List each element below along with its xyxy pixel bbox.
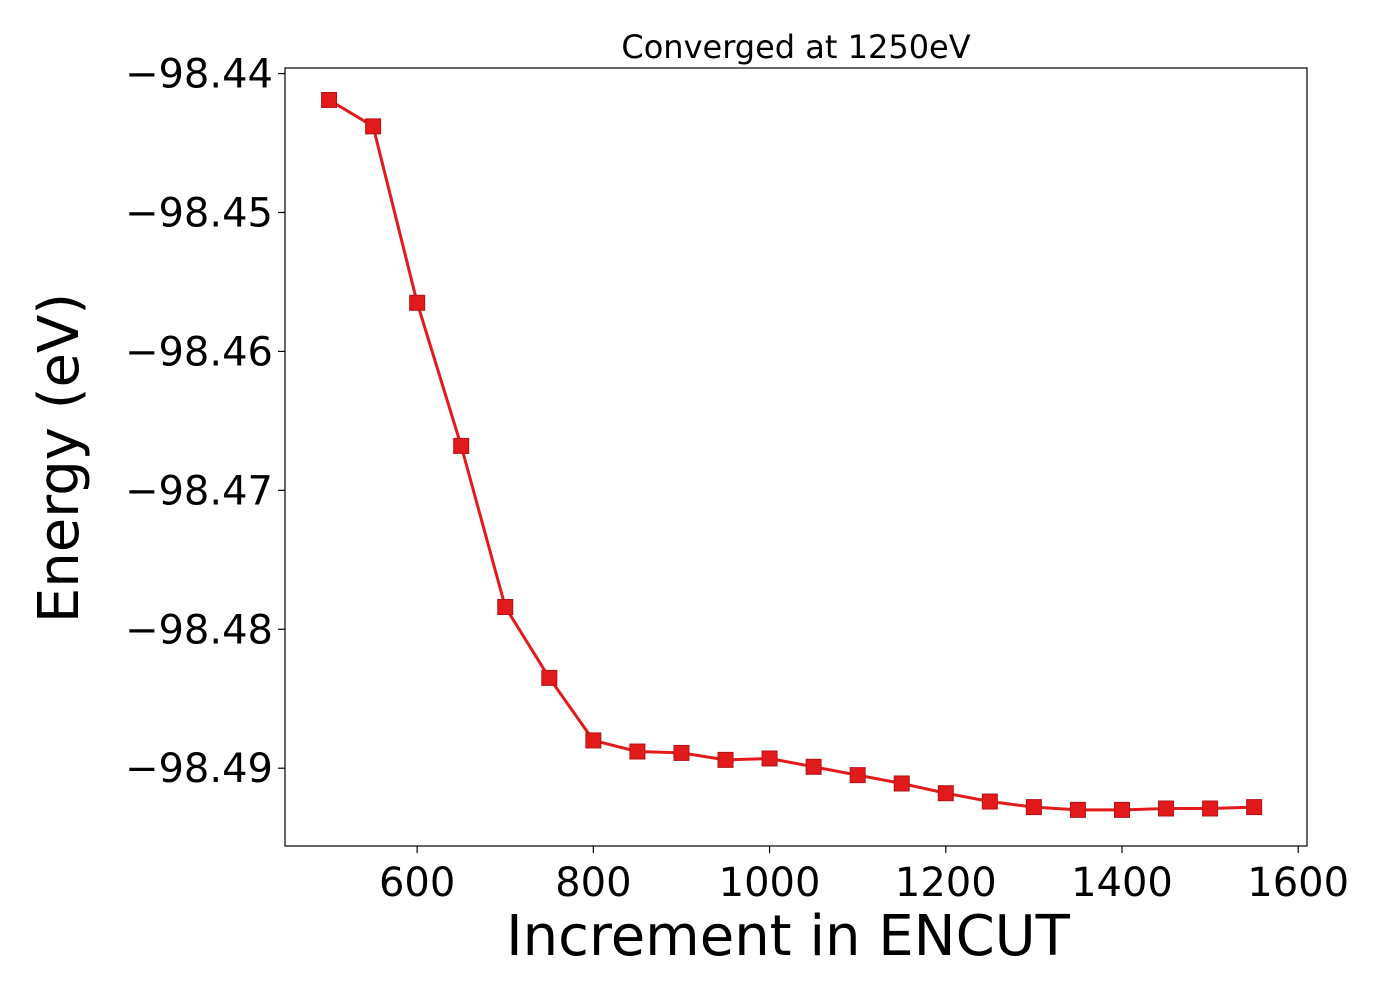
data-point [629, 743, 646, 760]
data-point [981, 793, 998, 810]
series-line [328, 98, 1255, 812]
x-tick-label: 1200 [895, 860, 997, 906]
data-point [409, 294, 426, 311]
data-point [1158, 800, 1175, 817]
x-axis-label: Increment in ENCUT [506, 904, 1071, 969]
y-tick-label: −98.46 [125, 329, 273, 375]
data-point [1246, 799, 1263, 816]
y-tick-label: −98.49 [125, 746, 273, 792]
y-tick-label: −98.44 [125, 52, 273, 98]
y-tick-label: −98.45 [125, 190, 273, 236]
data-point [365, 118, 382, 135]
x-tick-label: 600 [379, 860, 455, 906]
data-point [1113, 801, 1130, 818]
y-tick-label: −98.47 [125, 468, 273, 514]
data-point [585, 732, 602, 749]
plot-area [321, 91, 1263, 818]
data-point [937, 785, 954, 802]
x-tick-label: 1600 [1247, 860, 1349, 906]
chart-title: Converged at 1250eV [621, 28, 970, 66]
data-point [321, 91, 338, 108]
data-point [1025, 799, 1042, 816]
data-point [717, 751, 734, 768]
data-point [673, 744, 690, 761]
data-point [805, 758, 822, 775]
data-point [497, 599, 514, 616]
x-tick-label: 800 [555, 860, 631, 906]
y-axis: −98.44 −98.45 −98.46 −98.47 −98.48 −98.49 [125, 52, 285, 792]
data-point [849, 767, 866, 784]
data-point [1069, 801, 1086, 818]
data-point [761, 750, 778, 767]
data-point [453, 437, 470, 454]
y-tick-label: −98.48 [125, 607, 273, 653]
plot-frame [284, 67, 1308, 847]
x-tick-label: 1000 [719, 860, 821, 906]
data-point [1202, 800, 1219, 817]
data-point [893, 775, 910, 792]
x-axis: 600 800 1000 1200 1400 1600 [379, 846, 1349, 906]
data-point [541, 669, 558, 686]
y-axis-label: Energy (eV) [27, 293, 92, 623]
x-tick-label: 1400 [1071, 860, 1173, 906]
